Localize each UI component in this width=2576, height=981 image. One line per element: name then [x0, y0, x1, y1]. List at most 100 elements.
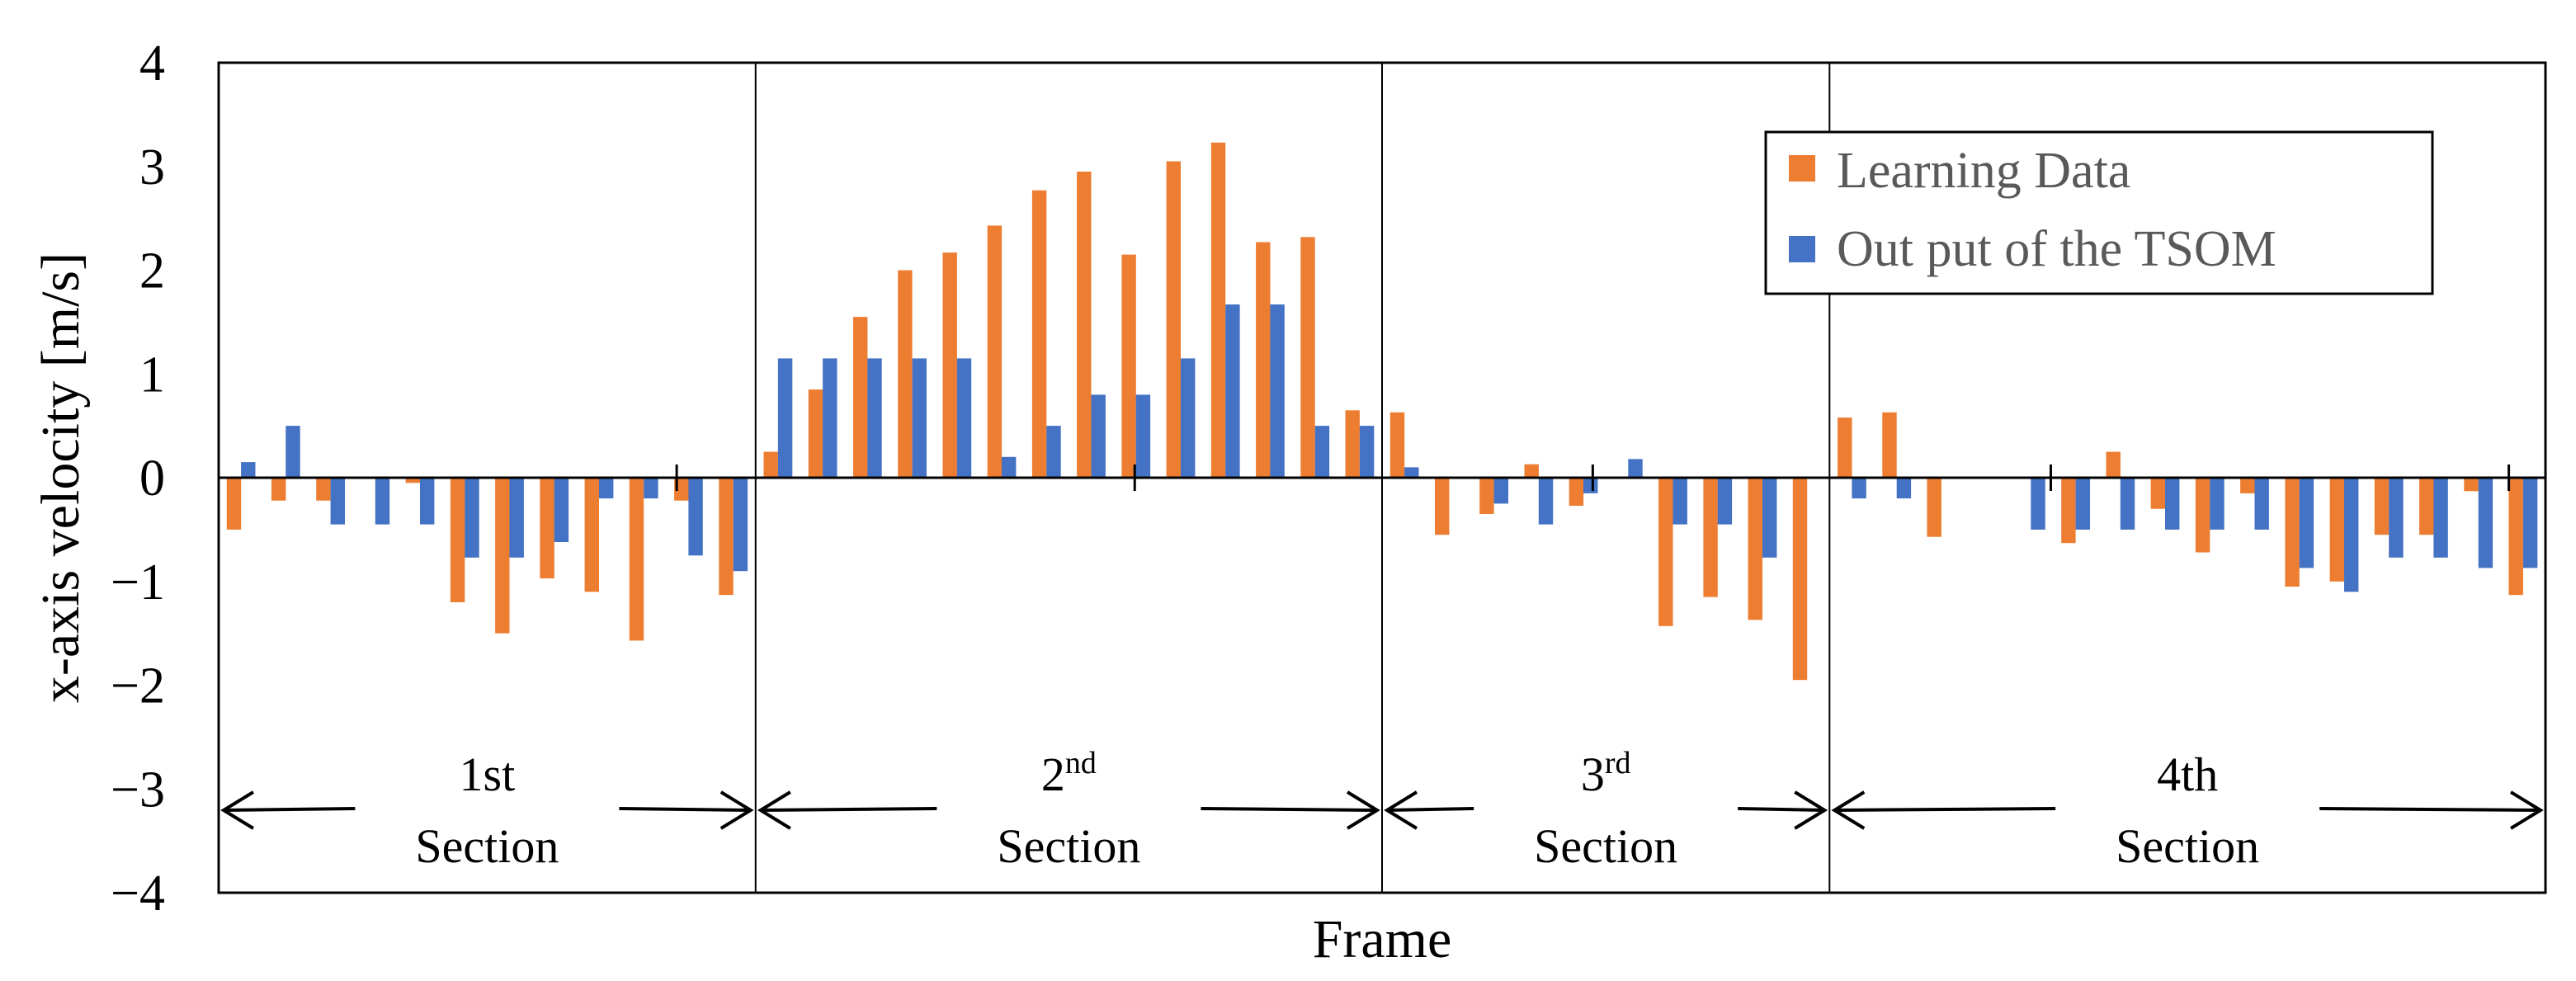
bar-tsom-output — [1673, 478, 1687, 525]
y-tick-label: 1 — [139, 347, 165, 403]
bar-learning-data — [2374, 478, 2390, 535]
bar-learning-data — [987, 225, 1003, 478]
bar-learning-data — [2329, 478, 2344, 582]
bar-learning-data — [853, 317, 868, 478]
y-tick-label: 3 — [139, 139, 165, 196]
bar-learning-data — [1524, 464, 1539, 478]
bar-learning-data — [1569, 478, 1584, 506]
section-arrow-right-shaft — [1738, 807, 1825, 812]
section-arrow-left-shaft — [223, 807, 356, 812]
section-arrow-right-head — [2509, 790, 2544, 830]
bar-learning-data — [1210, 142, 1226, 479]
legend-label-learning: Learning Data — [1837, 143, 2130, 199]
bar-tsom-output — [1181, 358, 1196, 478]
bar-tsom-output — [2120, 478, 2135, 530]
bar-learning-data — [2150, 478, 2166, 509]
bar-learning-data — [405, 478, 421, 483]
bar-learning-data — [2240, 478, 2255, 493]
legend-box — [1764, 130, 2434, 295]
bar-tsom-output — [375, 478, 390, 525]
bar-learning-data — [1658, 478, 1673, 626]
bar-learning-data — [540, 478, 554, 578]
y-tick-label: −2 — [111, 658, 165, 715]
bar-tsom-output — [1225, 304, 1240, 478]
bar-learning-data — [2195, 478, 2210, 553]
bar-learning-data — [1435, 478, 1450, 535]
y-tick-label: 0 — [139, 450, 165, 507]
section-label-ordinal: 1st — [460, 748, 516, 801]
bar-learning-data — [2061, 478, 2076, 544]
section-arrow-left-head — [1831, 790, 1866, 830]
y-tick-labels: 4 3 2 1 0 −1 −2 −3 −4 — [111, 35, 165, 922]
bar-tsom-output — [420, 478, 435, 525]
bar-learning-data — [808, 389, 823, 478]
bar-tsom-output — [1583, 478, 1598, 493]
section-label-word: Section — [415, 819, 559, 873]
y-tick-label: 4 — [139, 35, 165, 92]
bar-tsom-output — [1404, 467, 1419, 478]
bar-tsom-output — [1896, 478, 1912, 499]
bar-tsom-output — [2389, 478, 2404, 558]
bar-tsom-output — [2075, 478, 2090, 530]
bar-learning-data — [2508, 478, 2523, 596]
bar-learning-data — [1256, 242, 1271, 478]
bar-learning-data — [1121, 254, 1136, 478]
bar-tsom-output — [1135, 394, 1151, 478]
bar-learning-data — [1166, 161, 1181, 478]
section-arrow-right-shaft — [1201, 807, 1378, 812]
bar-learning-data — [1838, 417, 1852, 478]
bar-learning-data — [1792, 478, 1808, 681]
section-label-word: Section — [997, 819, 1140, 873]
bar-tsom-output — [2299, 478, 2314, 568]
bar-tsom-output — [285, 426, 300, 478]
section-arrow-left-shaft — [760, 807, 937, 812]
section-label-ordinal: 2nd — [1041, 746, 1097, 801]
bar-learning-data — [1345, 410, 1360, 478]
bar-tsom-output — [1091, 394, 1106, 478]
bar-tsom-output — [823, 358, 837, 478]
section-label-ordinal: 3rd — [1581, 746, 1631, 801]
bar-learning-data — [1882, 412, 1897, 478]
bar-learning-data — [226, 478, 242, 530]
bar-learning-data — [1389, 412, 1405, 478]
y-tick-label: −1 — [111, 554, 165, 611]
legend-swatch-tsom — [1789, 236, 1815, 262]
bar-tsom-output — [1359, 426, 1375, 478]
bar-tsom-output — [2433, 478, 2448, 558]
section-arrow-left-shaft — [1834, 807, 2056, 812]
bar-learning-data — [2464, 478, 2479, 492]
section-arrow-left-head — [1384, 790, 1418, 830]
bar-tsom-output — [867, 358, 882, 478]
bar-learning-data — [271, 478, 286, 501]
bar-tsom-output — [2254, 478, 2269, 530]
bar-tsom-output — [1046, 426, 1061, 478]
section-arrow-left-shaft — [1386, 807, 1474, 812]
y-tick-label: 2 — [139, 243, 165, 299]
section-label-word: Section — [1534, 819, 1677, 873]
section-arrow-right-head — [1794, 790, 1828, 830]
bar-learning-data — [584, 478, 599, 592]
bar-tsom-output — [1538, 478, 1554, 525]
section-arrow-right-shaft — [2319, 807, 2541, 812]
section-annotations: 1st Section 2nd Section 3rd Section 4th Section — [220, 746, 2544, 873]
y-tick-label: −3 — [111, 762, 165, 818]
bar-learning-data — [1077, 172, 1092, 478]
bar-learning-data — [1703, 478, 1718, 597]
bar-tsom-output — [2522, 478, 2538, 568]
zero-axis — [219, 465, 2545, 491]
bar-learning-data — [316, 478, 331, 501]
section-arrow-right-shaft — [619, 807, 751, 812]
bar-learning-data — [495, 478, 510, 634]
bar-learning-data — [763, 451, 778, 478]
bar-tsom-output — [241, 462, 256, 478]
bar-tsom-output — [1314, 426, 1330, 478]
bar-tsom-output — [644, 478, 658, 499]
bar-tsom-output — [1270, 304, 1285, 478]
bar-tsom-output — [465, 478, 479, 558]
bar-tsom-output — [1762, 478, 1777, 558]
bar-learning-data — [629, 478, 644, 641]
bar-learning-data — [1031, 190, 1047, 478]
bars-group — [226, 142, 2538, 681]
bar-learning-data — [942, 252, 957, 478]
legend: Learning Data Out put of the TSOM — [1764, 130, 2434, 295]
